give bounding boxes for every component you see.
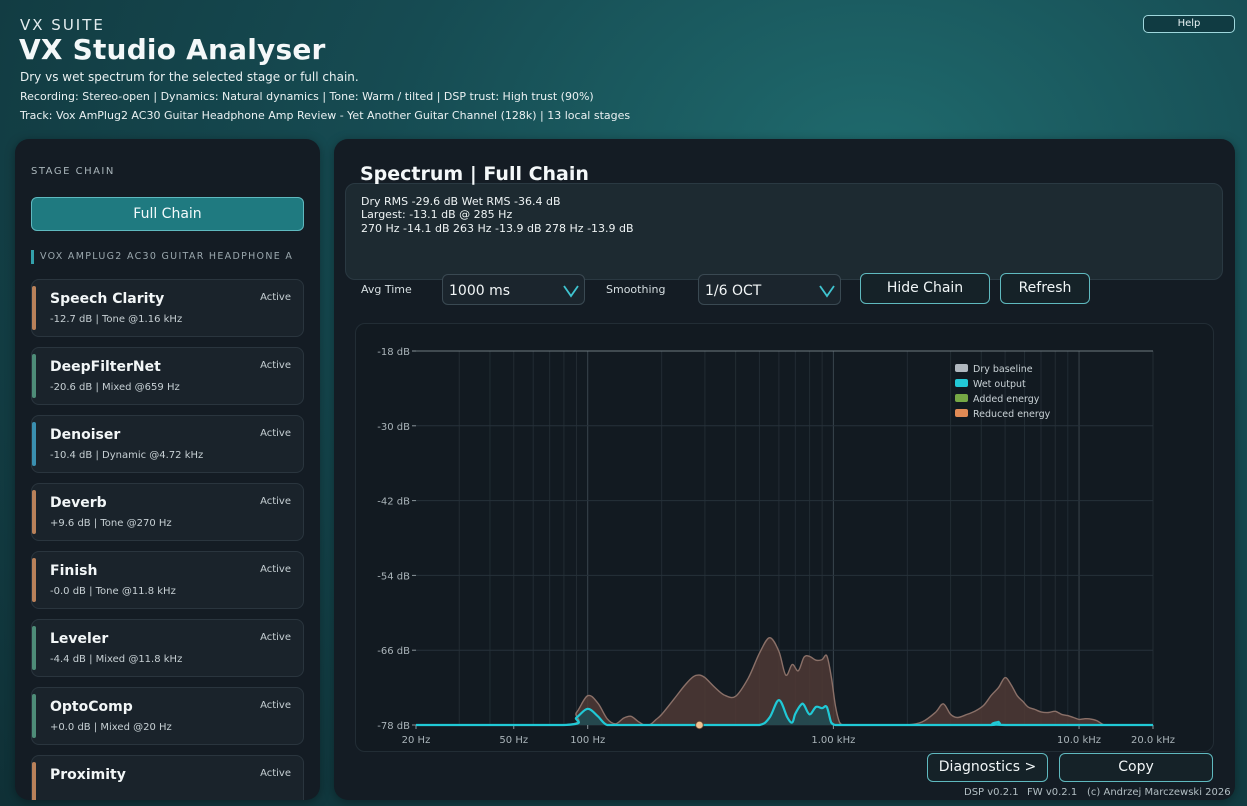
stage-card[interactable]: DeepFilterNet Active -20.6 dB | Mixed @659… xyxy=(31,347,304,405)
peak-marker xyxy=(695,720,704,730)
avg-time-value: 1000 ms xyxy=(449,283,511,299)
stage-card[interactable]: Denoiser Active -10.4 dB | Dynamic @4.72 k… xyxy=(31,415,304,473)
legend-label: Dry baseline xyxy=(973,364,1033,375)
smoothing-label: Smoothing xyxy=(606,283,666,296)
smoothing-value: 1/6 OCT xyxy=(705,283,762,299)
stage-name: OptoComp xyxy=(50,699,133,715)
dry-area xyxy=(416,637,1153,725)
fw-version: FW v0.2.1 xyxy=(1027,787,1078,798)
smoothing-select[interactable]: 1/6 OCT xyxy=(698,274,841,305)
recording-info: Recording: Stereo-open | Dynamics: Natur… xyxy=(20,90,594,103)
legend-swatch xyxy=(955,409,968,417)
peak-list: 270 Hz -14.1 dB 263 Hz -13.9 dB 278 Hz -… xyxy=(361,222,634,235)
stage-color-bar xyxy=(32,286,36,330)
stage-name: Leveler xyxy=(50,631,109,647)
y-tick-label: -18 dB xyxy=(377,347,410,358)
stage-status: Active xyxy=(260,700,291,711)
stage-name: Finish xyxy=(50,563,98,579)
stage-card[interactable]: Leveler Active -4.4 dB | Mixed @11.8 kHz xyxy=(31,619,304,677)
largest-stat: Largest: -13.1 dB @ 285 Hz xyxy=(361,208,513,221)
legend-label: Reduced energy xyxy=(973,409,1051,420)
x-tick-label: 50 Hz xyxy=(499,735,528,746)
panel-title: Spectrum | Full Chain xyxy=(360,163,589,185)
stats-box: Dry RMS -29.6 dB Wet RMS -36.4 dB Larges… xyxy=(345,183,1223,280)
diagnostics-button[interactable]: Diagnostics > xyxy=(927,753,1048,782)
x-tick-label: 1.00 kHz xyxy=(811,735,855,746)
stage-detail: -4.4 dB | Mixed @11.8 kHz xyxy=(50,654,183,665)
y-tick-label: -54 dB xyxy=(377,571,410,582)
stage-status: Active xyxy=(260,768,291,779)
stage-status: Active xyxy=(260,292,291,303)
help-button[interactable]: Help xyxy=(1143,15,1235,33)
avg-time-select[interactable]: 1000 ms xyxy=(442,274,585,305)
stage-detail: -0.0 dB | Tone @11.8 kHz xyxy=(50,586,176,597)
x-tick-label: 20 Hz xyxy=(402,735,431,746)
legend-swatch xyxy=(955,379,968,387)
legend-label: Added energy xyxy=(973,394,1040,405)
legend-swatch xyxy=(955,394,968,402)
spectrum-panel: Dry RMS -29.6 dB Wet RMS -36.4 dB Larges… xyxy=(334,139,1235,800)
chevron-down-icon xyxy=(563,285,579,298)
rms-stats: Dry RMS -29.6 dB Wet RMS -36.4 dB xyxy=(361,195,561,208)
legend-label: Wet output xyxy=(973,379,1026,390)
refresh-button[interactable]: Refresh xyxy=(1000,273,1090,304)
stage-color-bar xyxy=(32,694,36,738)
stage-color-bar xyxy=(32,558,36,602)
stage-name: Proximity xyxy=(50,767,126,783)
stage-status: Active xyxy=(260,360,291,371)
stage-status: Active xyxy=(260,496,291,507)
brand-label: VX SUITE xyxy=(20,16,105,34)
stage-name: Deverb xyxy=(50,495,107,511)
stage-card[interactable]: Finish Active -0.0 dB | Tone @11.8 kHz xyxy=(31,551,304,609)
stage-name: DeepFilterNet xyxy=(50,359,161,375)
full-chain-button[interactable]: Full Chain xyxy=(31,197,304,231)
copy-button[interactable]: Copy xyxy=(1059,753,1213,782)
stage-status: Active xyxy=(260,428,291,439)
hide-chain-button[interactable]: Hide Chain xyxy=(860,273,990,304)
x-tick-label: 100 Hz xyxy=(570,735,605,746)
stage-card[interactable]: Deverb Active +9.6 dB | Tone @270 Hz xyxy=(31,483,304,541)
app-subtitle: Dry vs wet spectrum for the selected sta… xyxy=(20,70,359,84)
sidebar-title: STAGE CHAIN xyxy=(31,166,115,177)
legend-swatch xyxy=(955,364,968,372)
spectrum-chart: -18 dB -30 dB -42 dB -54 dB -66 dB -78 dB 20 H… xyxy=(377,347,1175,746)
dsp-version: DSP v0.2.1 xyxy=(964,787,1019,798)
app-title: VX Studio Analyser xyxy=(19,33,326,66)
stage-chain-sidebar: STAGE CHAIN Full Chain VOX AMPLUG2 AC30 … xyxy=(15,139,320,800)
stage-card[interactable]: OptoComp Active +0.0 dB | Mixed @20 Hz xyxy=(31,687,304,745)
x-tick-label: 20.0 kHz xyxy=(1131,735,1175,746)
stage-color-bar xyxy=(32,626,36,670)
stage-card[interactable]: Speech Clarity Active -12.7 dB | Tone @1.1… xyxy=(31,279,304,337)
copyright: (c) Andrzej Marczewski 2026 xyxy=(1087,787,1231,798)
chevron-down-icon xyxy=(819,285,835,298)
wet-output-line xyxy=(416,698,1153,727)
spectrum-chart-frame: -18 dB -30 dB -42 dB -54 dB -66 dB -78 dB 20 H… xyxy=(355,323,1214,752)
stage-detail: -10.4 dB | Dynamic @4.72 kHz xyxy=(50,450,204,461)
y-tick-label: -78 dB xyxy=(377,721,410,732)
stage-name: Speech Clarity xyxy=(50,291,165,307)
stage-detail: +0.0 dB | Mixed @20 Hz xyxy=(50,722,172,733)
stage-name: Denoiser xyxy=(50,427,121,443)
avg-time-label: Avg Time xyxy=(361,283,412,296)
stage-detail: +9.6 dB | Tone @270 Hz xyxy=(50,518,172,529)
stage-status: Active xyxy=(260,564,291,575)
track-group-header: VOX AMPLUG2 AC30 GUITAR HEADPHONE A xyxy=(31,250,311,264)
stage-detail: -12.7 dB | Tone @1.16 kHz xyxy=(50,314,183,325)
stage-color-bar xyxy=(32,490,36,534)
x-tick-label: 10.0 kHz xyxy=(1057,735,1101,746)
track-info: Track: Vox AmPlug2 AC30 Guitar Headphone… xyxy=(20,109,631,122)
stage-color-bar xyxy=(32,354,36,398)
y-tick-label: -66 dB xyxy=(377,646,410,657)
stage-status: Active xyxy=(260,632,291,643)
y-tick-label: -30 dB xyxy=(377,422,410,433)
stage-color-bar xyxy=(32,762,36,800)
y-tick-label: -42 dB xyxy=(377,497,410,508)
stage-card[interactable]: Proximity Active xyxy=(31,755,304,800)
stage-detail: -20.6 dB | Mixed @659 Hz xyxy=(50,382,180,393)
stage-color-bar xyxy=(32,422,36,466)
